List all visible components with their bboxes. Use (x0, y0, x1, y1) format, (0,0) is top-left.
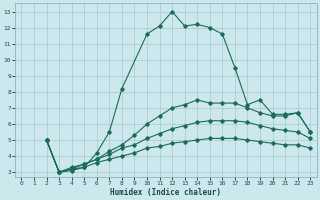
X-axis label: Humidex (Indice chaleur): Humidex (Indice chaleur) (110, 188, 221, 197)
